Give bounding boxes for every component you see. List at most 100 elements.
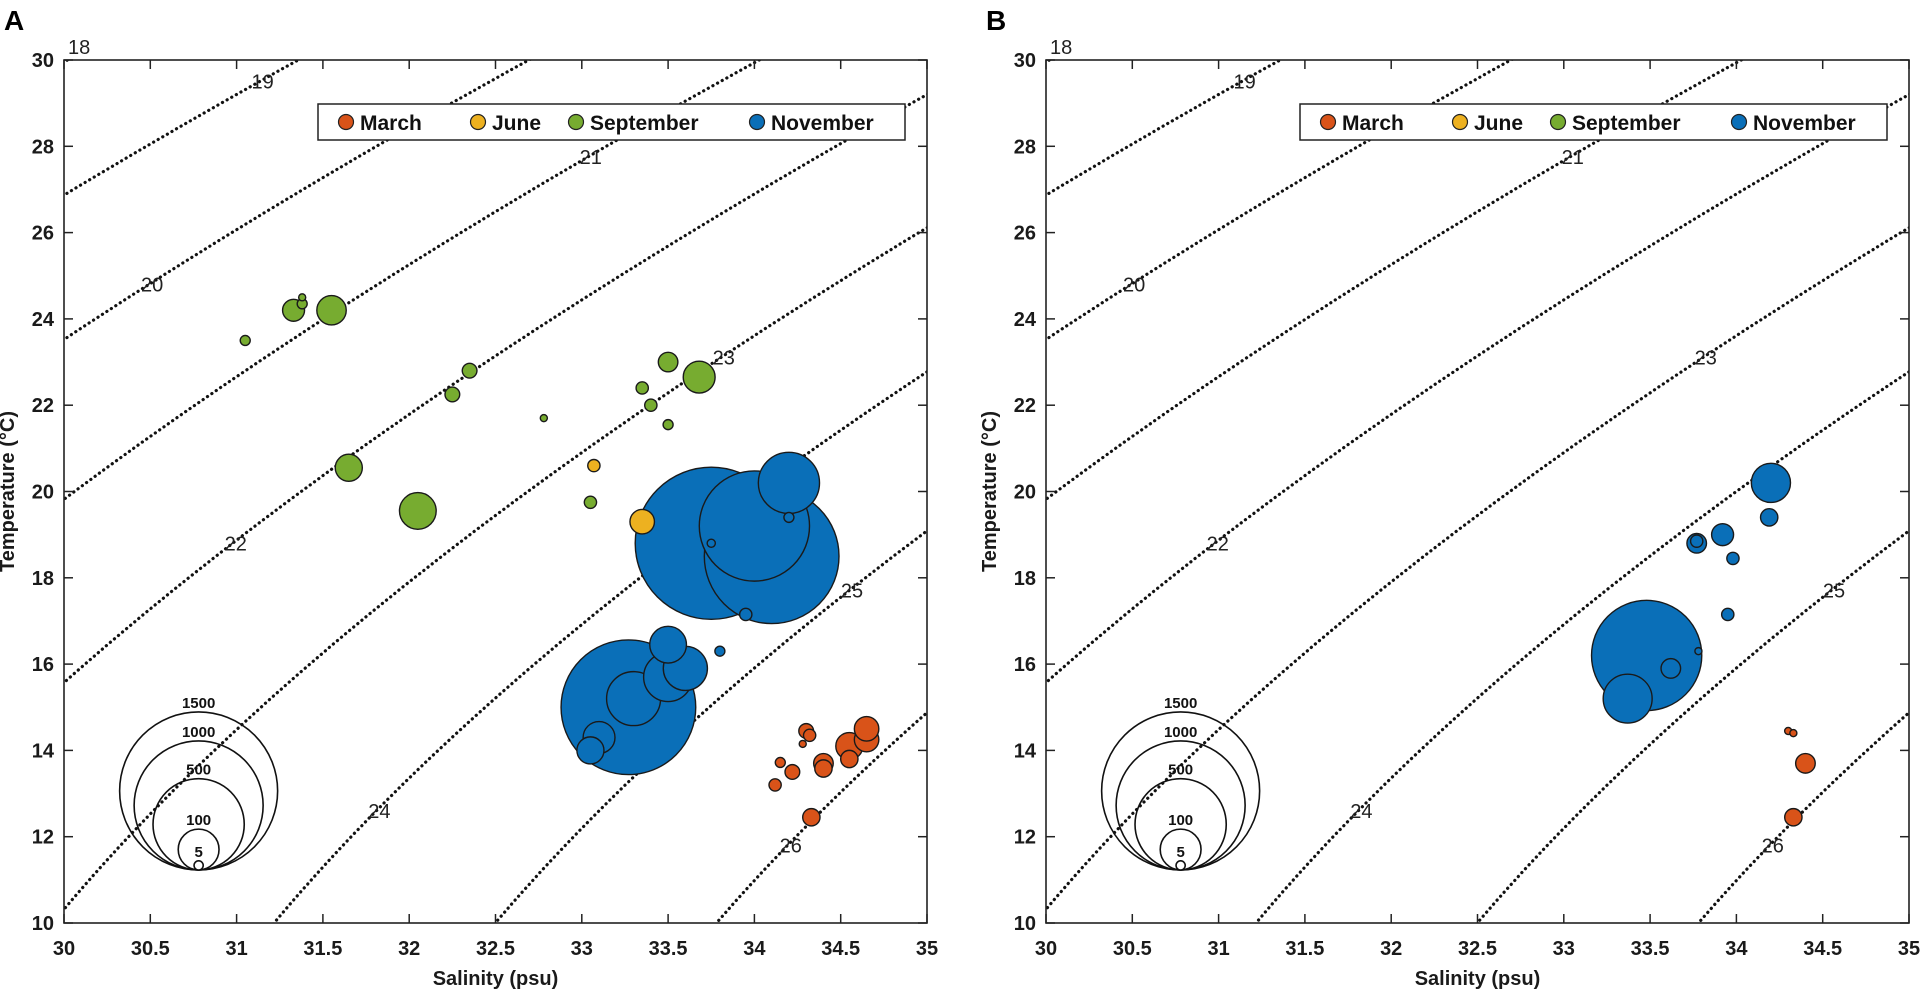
x-tick-label: 32: [398, 938, 420, 960]
size-legend-label-5: 5: [194, 844, 202, 861]
bubble-march: [853, 715, 880, 742]
bubble-november: [576, 736, 605, 765]
bubble-november: [1689, 534, 1704, 548]
bubble-november: [649, 625, 688, 664]
y-tick-label: 16: [32, 654, 54, 676]
bubble-march: [784, 763, 801, 781]
isopycnal-label-23: 23: [1695, 348, 1717, 370]
x-tick-label: 32: [1380, 938, 1402, 960]
x-tick-label: 30: [53, 938, 75, 960]
legend-marker-september: [567, 113, 585, 131]
bubble-march: [814, 759, 833, 778]
bubble-november: [1720, 607, 1735, 622]
bubble-september: [657, 351, 679, 373]
x-tick-label: 31.5: [303, 938, 342, 960]
x-tick-label: 31: [1207, 938, 1229, 960]
isopycnal-label-22: 22: [225, 533, 247, 555]
bubble-september: [461, 362, 478, 379]
size-legend-circle-min: [193, 860, 204, 871]
panel-a: A 18 19 20 21 22 23 24 25 26 1500 1000 500 100 5 30 30.5…: [0, 5, 938, 990]
x-tick-label: 33: [1553, 938, 1575, 960]
bubble-march: [1789, 728, 1798, 738]
x-axis-label: Salinity (psu): [1415, 968, 1541, 990]
size-legend-label-100: 100: [1168, 812, 1193, 829]
size-legend-label-100: 100: [186, 812, 211, 829]
y-axis-label: Temperature (°C): [0, 411, 19, 572]
isopycnal-label-24: 24: [1350, 801, 1372, 823]
bubble-november: [714, 645, 726, 657]
y-tick-label: 28: [32, 136, 54, 158]
legend-label-september: September: [1572, 112, 1681, 135]
legend: March June September November: [1299, 103, 1888, 141]
legend-marker-june: [469, 113, 487, 131]
bubble-september: [334, 453, 364, 482]
y-tick-label: 18: [1014, 568, 1036, 590]
bubble-september: [239, 334, 251, 347]
y-tick-label: 30: [1014, 50, 1036, 72]
size-legend-label-1500: 1500: [182, 695, 215, 712]
size-legend-label-1000: 1000: [1164, 724, 1197, 741]
isopycnal-label-18: 18: [68, 37, 90, 59]
y-tick-label: 24: [32, 309, 55, 331]
isopycnal-label-20: 20: [1123, 274, 1145, 296]
legend-label-march: March: [1342, 112, 1404, 135]
legend-marker-march: [1319, 113, 1337, 131]
isopycnal-line-26: [714, 710, 927, 923]
isopycnal-label-18: 18: [1050, 37, 1072, 59]
y-tick-label: 20: [1014, 482, 1036, 504]
legend-label-september: September: [590, 112, 699, 135]
size-legend-label-5: 5: [1176, 844, 1184, 861]
bubble-september: [444, 386, 461, 403]
legend-marker-september: [1549, 113, 1567, 131]
isopycnal-line-26: [1696, 710, 1909, 923]
isopycnal-label-19: 19: [1233, 72, 1255, 94]
legend-label-november: November: [1753, 112, 1856, 135]
isopycnal-label-26: 26: [780, 835, 802, 857]
x-tick-label: 30: [1035, 938, 1057, 960]
x-axis-label: Salinity (psu): [433, 968, 559, 990]
isopycnal-label-20: 20: [141, 274, 163, 296]
bubble-september: [398, 491, 437, 530]
bubbles: [239, 293, 880, 827]
legend-label-november: November: [771, 112, 874, 135]
y-tick-label: 26: [1014, 223, 1036, 245]
y-tick-label: 12: [32, 827, 54, 849]
size-legend-circle-min: [1175, 860, 1186, 871]
isopycnal-label-25: 25: [1823, 581, 1845, 603]
x-tick-label: 32.5: [476, 938, 515, 960]
panel-label: A: [4, 5, 24, 36]
legend-marker-march: [337, 113, 355, 131]
isopycnal-line-22: [64, 92, 927, 685]
y-tick-label: 10: [32, 913, 54, 935]
isopycnal-label-22: 22: [1207, 533, 1229, 555]
isopycnal-label-26: 26: [1762, 835, 1784, 857]
isopycnal-line-24: [272, 369, 927, 923]
y-tick-label: 28: [1014, 136, 1036, 158]
x-tick-label: 34.5: [1803, 938, 1842, 960]
x-tick-label: 30.5: [1113, 938, 1152, 960]
isopycnal-line-25: [493, 528, 927, 923]
bubble-september: [297, 293, 307, 302]
bubble-november: [1750, 462, 1792, 504]
x-tick-label: 34.5: [821, 938, 860, 960]
y-tick-label: 12: [1014, 827, 1036, 849]
bubble-march: [798, 739, 807, 749]
isopycnal-line-21: [64, 60, 763, 502]
x-tick-label: 31: [225, 938, 247, 960]
x-tick-label: 32.5: [1458, 938, 1497, 960]
size-legend-label-1500: 1500: [1164, 695, 1197, 712]
y-axis-label: Temperature (°C): [979, 411, 1001, 572]
bubble-september: [682, 360, 716, 394]
bubble-november: [783, 511, 795, 524]
isopycnal-label-23: 23: [713, 348, 735, 370]
isopycnal-label-25: 25: [841, 581, 863, 603]
isopycnal-label-21: 21: [580, 147, 602, 169]
x-tick-label: 34: [1725, 938, 1748, 960]
x-tick-label: 34: [743, 938, 766, 960]
bubble-september: [635, 381, 650, 395]
bubble-june: [587, 458, 601, 473]
x-tick-label: 35: [916, 938, 938, 960]
size-legend-label-500: 500: [1168, 762, 1193, 779]
legend-box: [317, 103, 906, 141]
y-tick-label: 22: [32, 395, 54, 417]
